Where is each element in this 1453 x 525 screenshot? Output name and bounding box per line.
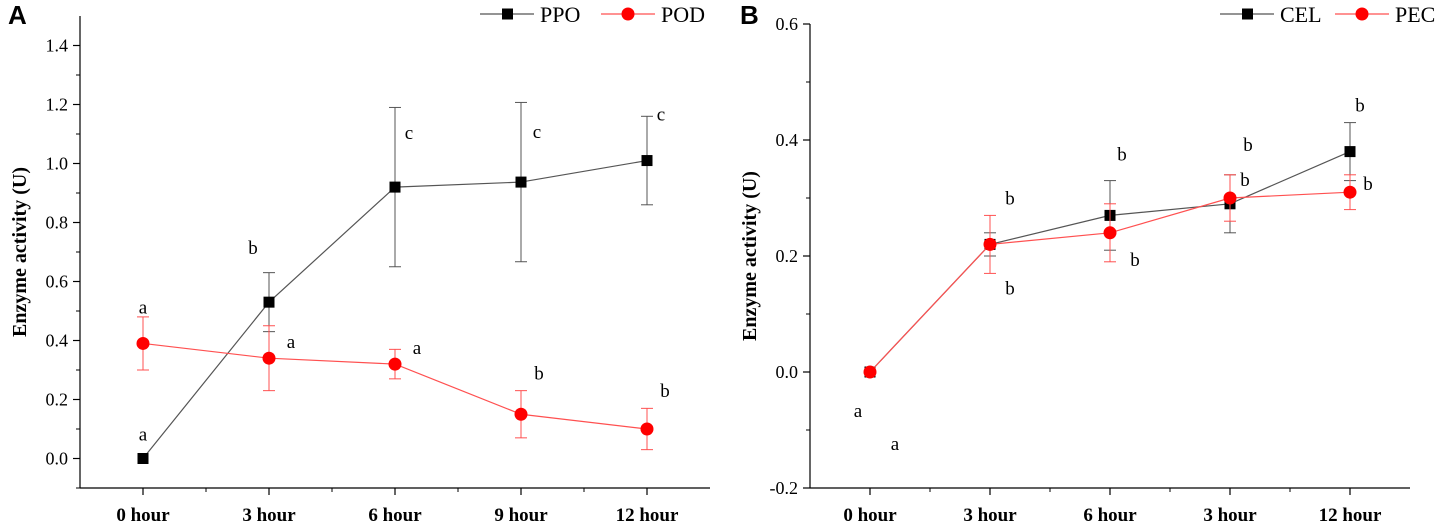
legend-marker xyxy=(1355,7,1369,21)
x-tick-label: 9 hour xyxy=(494,505,548,525)
legend-marker xyxy=(1242,8,1253,20)
panel-a: 0.0 0.2 0.4 0.6 0.8 1.0 1.2 1.4 0 hour 3 hour 6 ho… xyxy=(8,0,710,525)
x-tick-label: 12 hour xyxy=(616,505,679,525)
data-point-ppo xyxy=(515,176,527,188)
significance-letter: b xyxy=(1005,278,1015,299)
y-tick-label: 0.8 xyxy=(46,213,69,233)
y-axis-title: Enzyme activity (U) xyxy=(9,167,31,337)
significance-letter: c xyxy=(533,122,541,143)
data-point-pod xyxy=(136,336,150,350)
significance-letter: c xyxy=(657,105,665,126)
x-tick-label: 6 hour xyxy=(1083,505,1137,525)
data-point-ppo xyxy=(641,155,653,167)
significance-letter: a xyxy=(139,425,148,446)
data-point-pod xyxy=(640,422,654,436)
significance-letter: b xyxy=(1355,96,1365,117)
legend-marker xyxy=(502,8,513,20)
significance-letter: b xyxy=(1240,170,1250,191)
panel-b: -0.2 0.0 0.2 0.4 0.6 0 hour 3 hour 6 hour 3 hour… xyxy=(739,0,1435,525)
significance-letter: b xyxy=(1363,174,1373,195)
significance-letter: b xyxy=(1117,144,1127,165)
x-tick-label: 6 hour xyxy=(368,505,422,525)
significance-letter: a xyxy=(139,297,148,318)
data-point-pec xyxy=(1343,185,1357,199)
significance-letter: b xyxy=(1005,188,1015,209)
legend-label: PEC xyxy=(1395,2,1435,27)
significance-letter: b xyxy=(1130,250,1140,271)
significance-letter: b xyxy=(1243,135,1253,156)
x-tick-label: 12 hour xyxy=(1319,505,1382,525)
y-tick-label: 0.6 xyxy=(776,14,799,34)
y-tick-label: 0.0 xyxy=(46,449,69,469)
y-tick-label: 0.2 xyxy=(776,246,799,266)
panel-label: B xyxy=(740,0,759,30)
data-point-pod xyxy=(514,407,528,421)
data-point-ppo xyxy=(389,181,401,193)
data-point-pec xyxy=(1223,191,1237,205)
significance-letter: b xyxy=(534,363,544,384)
y-tick-label: 1.0 xyxy=(46,154,69,174)
x-tick-label: 0 hour xyxy=(843,505,897,525)
panel-label: A xyxy=(8,0,27,30)
y-tick-label: 0.0 xyxy=(776,362,799,382)
legend-label: PPO xyxy=(540,2,580,27)
data-point-pod xyxy=(262,351,276,365)
significance-letter: a xyxy=(891,434,900,455)
significance-letter: c xyxy=(405,123,413,144)
significance-letter: a xyxy=(287,332,296,353)
significance-letter: b xyxy=(248,238,258,259)
legend-marker xyxy=(621,7,635,21)
data-point-ppo xyxy=(263,296,275,308)
y-tick-label: 0.4 xyxy=(776,130,799,150)
data-point-pod xyxy=(388,357,402,371)
data-point-pec xyxy=(863,365,877,379)
significance-letter: a xyxy=(854,401,863,422)
x-tick-label: 0 hour xyxy=(116,505,170,525)
data-point-cel xyxy=(1344,146,1356,158)
y-tick-label: 0.4 xyxy=(46,331,69,351)
y-tick-label: -0.2 xyxy=(770,478,799,498)
y-tick-label: 0.2 xyxy=(46,390,69,410)
significance-letter: b xyxy=(660,381,670,402)
y-tick-label: 0.6 xyxy=(46,272,69,292)
significance-letter: a xyxy=(413,338,422,359)
legend-label: POD xyxy=(661,2,705,27)
data-point-pec xyxy=(1103,226,1117,240)
data-point-pec xyxy=(983,237,997,251)
y-axis-title: Enzyme activity (U) xyxy=(739,171,761,341)
x-tick-label: 3 hour xyxy=(963,505,1017,525)
x-tick-label: 3 hour xyxy=(1203,505,1257,525)
legend-label: CEL xyxy=(1280,2,1322,27)
y-tick-label: 1.4 xyxy=(46,36,69,56)
x-tick-label: 3 hour xyxy=(242,505,296,525)
y-tick-label: 1.2 xyxy=(46,95,69,115)
data-point-ppo xyxy=(137,453,149,464)
